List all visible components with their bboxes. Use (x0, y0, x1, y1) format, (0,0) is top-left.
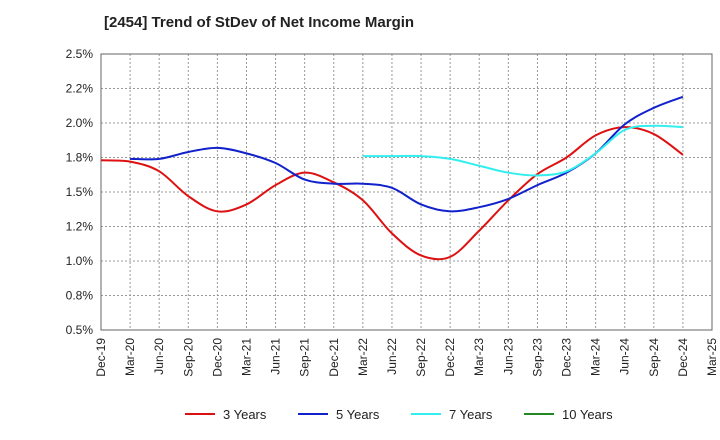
x-tick-label: Jun-24 (618, 338, 632, 375)
x-tick-label: Mar-21 (239, 338, 253, 376)
y-tick-label: 1.2% (66, 220, 94, 234)
y-tick-label: 1.5% (66, 185, 94, 199)
x-tick-label: Sep-24 (647, 338, 661, 377)
x-tick-label: Dec-20 (210, 338, 224, 377)
x-tick-label: Dec-23 (560, 338, 574, 377)
y-tick-label: 0.8% (66, 289, 94, 303)
legend-label-5-years: 5 Years (336, 407, 380, 422)
plot-area-border (100, 53, 713, 331)
y-tick-label: 1.0% (66, 254, 94, 268)
x-tick-label: Sep-20 (181, 338, 195, 377)
x-tick-label: Dec-22 (443, 338, 457, 377)
x-tick-label: Jun-23 (501, 338, 515, 375)
y-tick-label: 0.5% (66, 323, 94, 337)
chart-title: [2454] Trend of StDev of Net Income Marg… (104, 14, 415, 31)
legend: 3 Years 5 Years 7 Years 10 Years (185, 407, 613, 422)
y-axis-tick-labels: 0.5% 0.8% 1.0% 1.2% 1.5% 1.8% 2.0% 2.2% 2.5% (66, 47, 94, 337)
x-tick-label: Sep-23 (530, 338, 544, 377)
series-lines (100, 95, 684, 261)
y-tick-label: 1.8% (66, 151, 94, 165)
y-tick-label: 2.5% (66, 47, 94, 61)
x-tick-label: Mar-23 (472, 338, 486, 376)
x-tick-label: Mar-24 (589, 338, 603, 376)
legend-label-10-years: 10 Years (562, 407, 613, 422)
x-tick-label: Jun-21 (269, 338, 283, 375)
x-tick-label: Dec-24 (676, 338, 690, 377)
x-tick-label: Mar-22 (356, 338, 370, 376)
x-tick-label: Mar-20 (123, 338, 137, 376)
x-tick-label: Dec-21 (327, 338, 341, 377)
x-tick-label: Jun-22 (385, 338, 399, 375)
legend-label-3-years: 3 Years (223, 407, 267, 422)
x-tick-label: Dec-19 (94, 338, 108, 377)
x-tick-label: Jun-20 (152, 338, 166, 375)
series-line-7-years (362, 124, 683, 177)
grid-lines (101, 54, 712, 330)
y-tick-label: 2.0% (66, 116, 94, 130)
series-line-5-years (130, 95, 684, 213)
x-tick-label: Sep-22 (414, 338, 428, 377)
x-axis-tick-labels: Dec-19 Mar-20 Jun-20 Sep-20 Dec-20 Mar-21 Jun-… (94, 338, 719, 377)
y-tick-label: 2.2% (66, 82, 94, 96)
legend-label-7-years: 7 Years (449, 407, 493, 422)
x-tick-label: Mar-25 (705, 338, 719, 376)
x-tick-label: Sep-21 (298, 338, 312, 377)
series-line-3-years (100, 126, 684, 261)
